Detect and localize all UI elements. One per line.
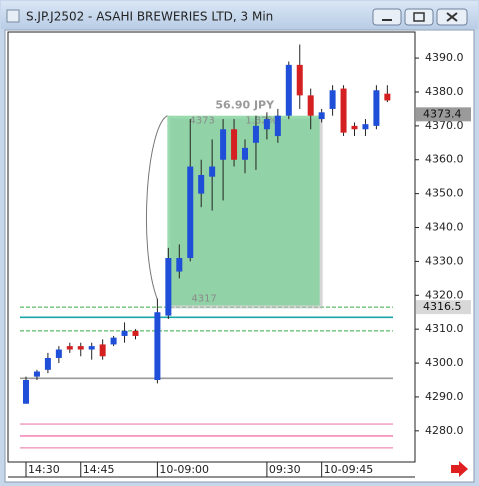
candle-body [209, 166, 216, 177]
candle-body [88, 346, 95, 350]
candle-body [187, 166, 194, 259]
candle-body [329, 90, 336, 109]
y-tick-label: 4390.0 [425, 51, 464, 64]
y-tick-label: 4280.0 [425, 424, 464, 437]
y-tick-label: 4330.0 [425, 254, 464, 267]
x-tick-label: 10-09:00 [159, 463, 209, 476]
candle-body [176, 258, 183, 272]
candle-body [44, 357, 51, 370]
y-tick-label: 4370.0 [425, 119, 464, 132]
measure-curve [145, 115, 168, 300]
maximize-button[interactable] [404, 8, 434, 26]
y-tick-label: 4290.0 [425, 390, 464, 403]
candle-body [296, 64, 303, 96]
minimize-button[interactable] [372, 8, 402, 26]
candle-body [66, 346, 73, 350]
candle-body [55, 349, 62, 358]
candle-body [132, 330, 139, 336]
y-tick-label: 4310.0 [425, 322, 464, 335]
candle-body [33, 371, 40, 377]
candle-body [362, 124, 369, 130]
measure-change: 56.90 JPY [215, 99, 275, 112]
candle-body [242, 147, 248, 160]
y-tick-label: 4350.0 [425, 187, 464, 200]
candle-body [318, 112, 325, 120]
candle-body [373, 90, 380, 126]
window-icon [6, 9, 20, 23]
candle-body [99, 344, 106, 357]
y-tick-label: 4340.0 [425, 221, 464, 234]
measure-percent: 1.32% [245, 116, 277, 127]
x-tick-label: 09:30 [269, 463, 301, 476]
x-tick-label: 14:30 [28, 463, 60, 476]
measure-top: 4373 [189, 116, 214, 127]
candle-body [165, 258, 172, 316]
candle-body [220, 129, 227, 160]
candle-body [263, 119, 270, 130]
price-marker-label: 4373.4 [423, 107, 462, 120]
candle-body [252, 125, 259, 143]
candle-body [351, 125, 358, 130]
candle-body [198, 174, 205, 194]
candle-body [340, 88, 347, 133]
y-tick-label: 4380.0 [425, 85, 464, 98]
candle-body [110, 337, 117, 345]
x-tick-label: 10-09:45 [324, 463, 374, 476]
candle-body [154, 312, 161, 380]
candle-body [231, 129, 238, 160]
scroll-arrow[interactable] [451, 461, 468, 477]
price-marker [416, 107, 471, 122]
y-tick-label: 4360.0 [425, 153, 464, 166]
candle-body [121, 330, 128, 336]
y-tick-label: 4300.0 [425, 356, 464, 369]
price-marker [416, 300, 471, 315]
window-buttons[interactable] [372, 8, 468, 26]
measure-bottom: 4317 [191, 293, 216, 304]
window-title: S.JP.J2502 - ASAHI BREWERIES LTD, 3 Min [26, 10, 273, 24]
price-marker-label: 4316.5 [423, 300, 462, 313]
candle-body [274, 115, 281, 137]
candle-body [384, 93, 391, 101]
x-tick-label: 14:45 [83, 463, 115, 476]
candle-body [77, 346, 84, 350]
candle-body [23, 379, 29, 404]
y-tick-label: 4320.0 [425, 288, 464, 301]
candle-body [285, 64, 292, 116]
candle-body [307, 95, 314, 116]
